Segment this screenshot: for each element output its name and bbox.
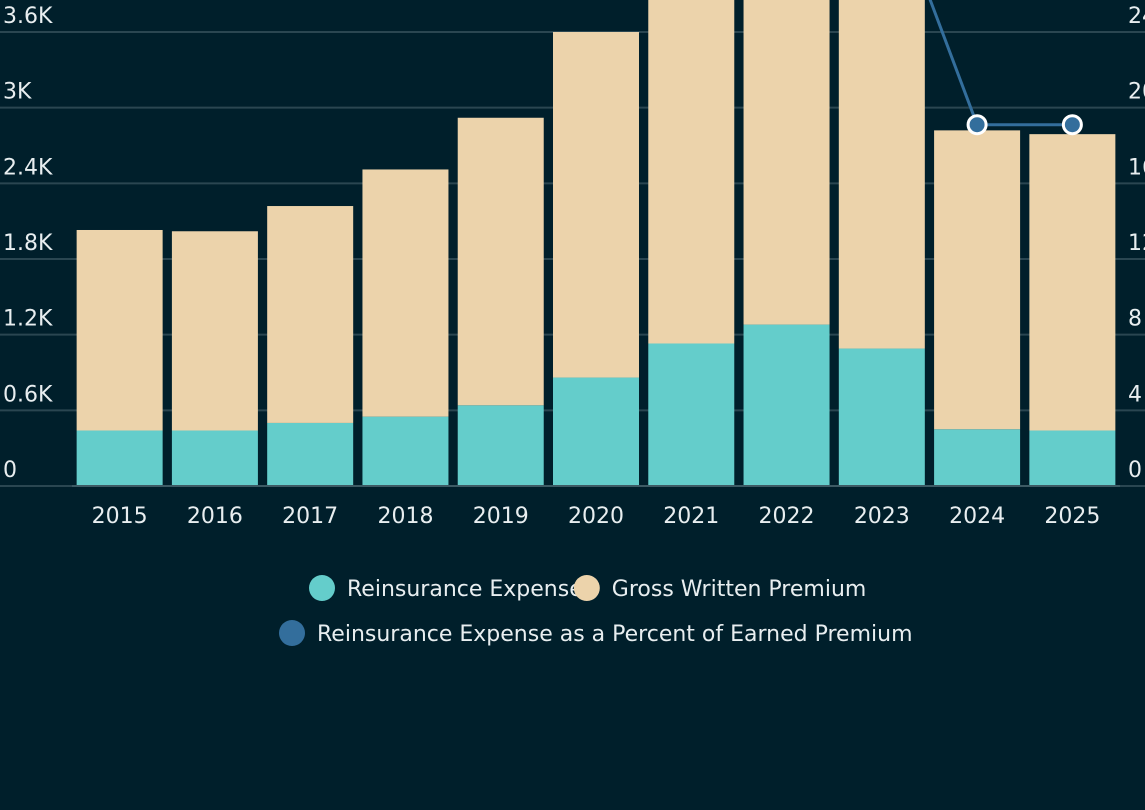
- y2-tick-label: 8: [1128, 307, 1142, 332]
- bar-segment: [362, 169, 449, 417]
- legend-label: Reinsurance Expense as a Percent of Earn…: [317, 622, 913, 647]
- y2-tick-label: 16: [1128, 155, 1145, 180]
- y-tick-label: 1.8K: [3, 231, 53, 256]
- y2-tick-label: 24: [1128, 4, 1145, 29]
- x-tick-label: 2017: [282, 504, 338, 529]
- bar-segment: [1029, 134, 1116, 431]
- bar-segment: [171, 430, 258, 486]
- bar-segment: [76, 229, 163, 431]
- bar-segment: [648, 0, 735, 344]
- bar-segment: [648, 343, 735, 486]
- x-tick-label: 2015: [92, 504, 148, 529]
- x-tick-label: 2021: [663, 504, 719, 529]
- bar-segment: [76, 430, 163, 486]
- x-tick-label: 2019: [473, 504, 529, 529]
- legend-swatch: [573, 575, 600, 601]
- x-tick-label: 2016: [187, 504, 243, 529]
- y-tick-label: 3.6K: [3, 4, 53, 29]
- y-tick-label: 3K: [3, 80, 32, 105]
- bar-segment: [457, 117, 544, 406]
- y2-tick-label: 12: [1128, 231, 1145, 256]
- x-tick-label: 2020: [568, 504, 624, 529]
- bar-segment: [743, 0, 830, 325]
- bar-segment: [171, 231, 258, 431]
- y-tick-label: 2.4K: [3, 155, 53, 180]
- bar-segment: [934, 429, 1021, 486]
- bar-segment: [553, 32, 639, 378]
- line-point: [966, 114, 988, 136]
- bar-segment: [743, 324, 830, 486]
- legend-swatch: [279, 620, 305, 646]
- y-tick-label: 1.2K: [3, 307, 53, 332]
- y2-tick-label: 20: [1128, 80, 1145, 105]
- y-tick-label: 0: [3, 458, 17, 483]
- bar-segment: [457, 405, 544, 486]
- line-point: [1061, 114, 1083, 136]
- x-tick-label: 2025: [1044, 504, 1100, 529]
- legend-label: Reinsurance Expense: [347, 577, 583, 602]
- legend-swatch: [309, 575, 335, 601]
- y2-tick-label: 0: [1128, 458, 1142, 483]
- bar-segment: [1029, 430, 1116, 486]
- bar-segment: [838, 0, 925, 349]
- x-tick-label: 2023: [854, 504, 910, 529]
- x-tick-label: 2022: [759, 504, 815, 529]
- bar-segment: [362, 416, 449, 486]
- bar-segment: [267, 206, 354, 423]
- legend-label: Gross Written Premium: [612, 577, 867, 602]
- bar-segment: [838, 348, 925, 486]
- x-tick-label: 2018: [377, 504, 433, 529]
- y-tick-label: 0.6K: [3, 382, 53, 407]
- x-tick-label: 2024: [949, 504, 1005, 529]
- bar-segment: [934, 130, 1021, 430]
- bar-segment: [267, 422, 354, 486]
- y2-tick-label: 4: [1128, 382, 1142, 407]
- bar-segment: [553, 377, 639, 486]
- bars: [76, 0, 1116, 486]
